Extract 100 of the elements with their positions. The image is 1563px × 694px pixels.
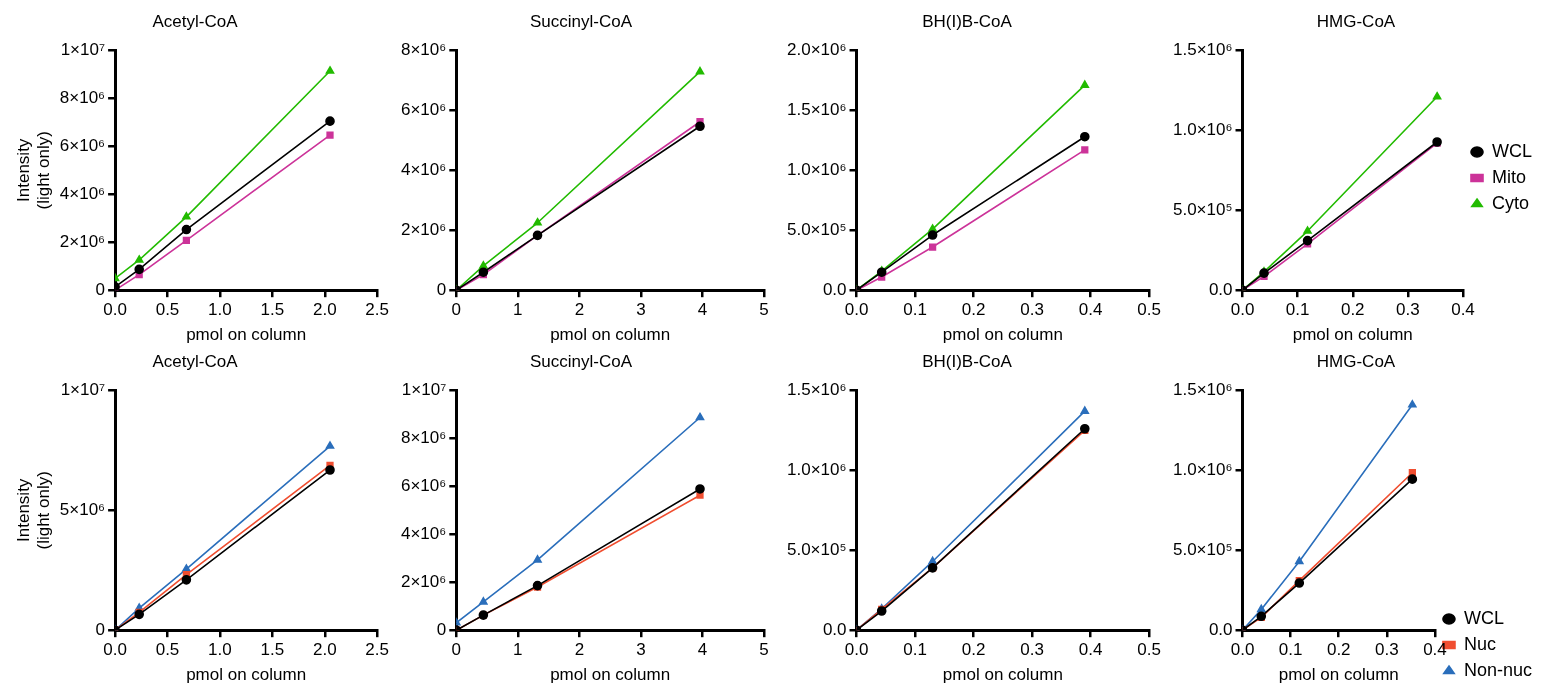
x-tick-label: 4 [697,300,708,320]
y-tick-label: 0 [436,279,447,299]
x-tick-label: 2 [574,300,585,320]
y-tick-label: 5.0×10⁵ [1172,539,1233,559]
x-tick-label: 0.4 [1078,300,1103,320]
y-tick-label: 0.0 [1208,279,1233,299]
y-tick-label: 0 [436,619,447,639]
x-tick-label: 0.0 [1230,300,1255,320]
x-tick-label: 0.1 [1285,300,1310,320]
x-tick-label: 0.4 [1078,640,1103,660]
x-tick-label: 0.4 [1451,300,1475,320]
y-tick-label: 1×10⁷ [401,380,447,400]
x-axis-title: pmol on column [550,665,671,685]
y-tick-label: 0.0 [822,619,847,639]
chart-title: Acetyl-CoA [152,351,239,371]
x-tick-label: 1 [513,300,523,320]
legend-label: WCL [1463,607,1504,628]
x-tick-label: 0.5 [1137,300,1161,320]
y-tick-label: 4×10⁶ [400,159,447,179]
x-tick-label: 0.0 [1230,640,1255,660]
y-tick-label: 1.5×10⁶ [787,100,847,120]
y-tick-label: 1.5×10⁶ [787,380,847,400]
x-tick-label: 2.0 [312,300,337,320]
x-tick-label: 0 [451,300,462,320]
chart-title: HMG-CoA [1316,11,1396,31]
y-tick-label: 1.0×10⁶ [1173,460,1233,480]
x-tick-label: 2.0 [312,640,337,660]
x-tick-label: 0.0 [844,300,869,320]
y-tick-label: 2×10⁶ [59,231,106,251]
y-tick-label: 2×10⁶ [400,219,447,239]
legend-label: Non-nuc [1463,659,1533,680]
y-tick-label: 0 [95,279,106,299]
x-axis-title: pmol on column [1292,325,1413,345]
x-tick-label: 1.0 [208,300,232,320]
x-tick-label: 1.0 [208,640,232,660]
legend-label: Mito [1492,166,1527,187]
y-tick-label: 1×10⁷ [60,380,106,400]
x-tick-label: 0.2 [961,640,986,660]
y-tick-label: 0.0 [822,279,847,299]
x-tick-label: 2 [574,640,585,660]
y-tick-label: 4×10⁶ [400,523,447,543]
y-tick-label: 5.0×10⁵ [786,539,847,559]
y-tick-label: 1.0×10⁶ [1173,120,1233,140]
x-tick-label: 3 [636,640,646,660]
legend-label: WCL [1492,140,1532,161]
x-tick-label: 0.5 [1137,640,1161,660]
x-tick-label: 0.2 [1326,640,1351,660]
y-tick-label: 6×10⁶ [400,476,447,496]
x-tick-label: 0.3 [1020,300,1044,320]
x-axis-title: pmol on column [942,665,1063,685]
x-tick-label: 0.1 [1278,640,1303,660]
x-tick-label: 1 [513,640,523,660]
x-axis-title: pmol on column [942,325,1063,345]
y-tick-label: 2×10⁶ [400,571,447,591]
x-tick-label: 0.4 [1423,640,1447,660]
y-tick-label: 8×10⁶ [400,428,447,448]
y-tick-label: 8×10⁶ [59,88,106,108]
chart-title: BH(I)B-CoA [922,11,1013,31]
y-axis-title: Intensity (light only) [13,471,54,550]
y-tick-label: 1.0×10⁶ [787,159,847,179]
x-axis-title: pmol on column [186,665,307,685]
x-tick-label: 1.5 [260,300,285,320]
x-axis-title: pmol on column [186,325,307,345]
y-axis-title: Intensity (light only) [13,131,54,210]
x-tick-label: 3 [636,300,646,320]
chart-title: Acetyl-CoA [152,11,239,31]
x-tick-label: 2.5 [365,300,389,320]
x-tick-label: 0 [451,640,462,660]
x-tick-label: 0.3 [1020,640,1044,660]
x-tick-label: 0.1 [903,640,927,660]
y-tick-label: 1.5×10⁶ [1173,40,1233,60]
x-tick-label: 0.1 [903,300,927,320]
x-tick-label: 0.3 [1375,640,1399,660]
x-tick-label: 1.5 [260,640,285,660]
x-tick-label: 0.2 [1340,300,1365,320]
y-tick-label: 1.5×10⁶ [1173,380,1233,400]
x-tick-label: 0.3 [1396,300,1420,320]
x-axis-title: pmol on column [550,325,671,345]
y-tick-label: 0 [95,619,106,639]
y-tick-label: 0.0 [1208,619,1233,639]
legend-label: Nuc [1463,633,1496,654]
y-tick-label: 1.0×10⁶ [787,460,847,480]
y-tick-label: 5×10⁶ [59,499,106,519]
x-tick-label: 4 [697,640,708,660]
y-tick-label: 1×10⁷ [60,40,106,60]
x-tick-label: 0.0 [844,640,869,660]
y-tick-label: 5.0×10⁵ [786,219,847,239]
x-tick-label: 0.5 [155,640,180,660]
chart-title: HMG-CoA [1316,351,1396,371]
chart-title: BH(I)B-CoA [922,351,1013,371]
y-tick-label: 5.0×10⁵ [1172,199,1233,219]
x-tick-label: 5 [759,640,769,660]
y-tick-label: 8×10⁶ [400,40,447,60]
x-tick-label: 5 [759,300,769,320]
y-tick-label: 2.0×10⁶ [787,40,847,60]
chart-title: Succinyl-CoA [529,351,633,371]
x-tick-label: 2.5 [365,640,389,660]
x-axis-title: pmol on column [1278,665,1399,685]
x-tick-label: 0.2 [961,300,986,320]
chart-title: Succinyl-CoA [529,11,633,31]
